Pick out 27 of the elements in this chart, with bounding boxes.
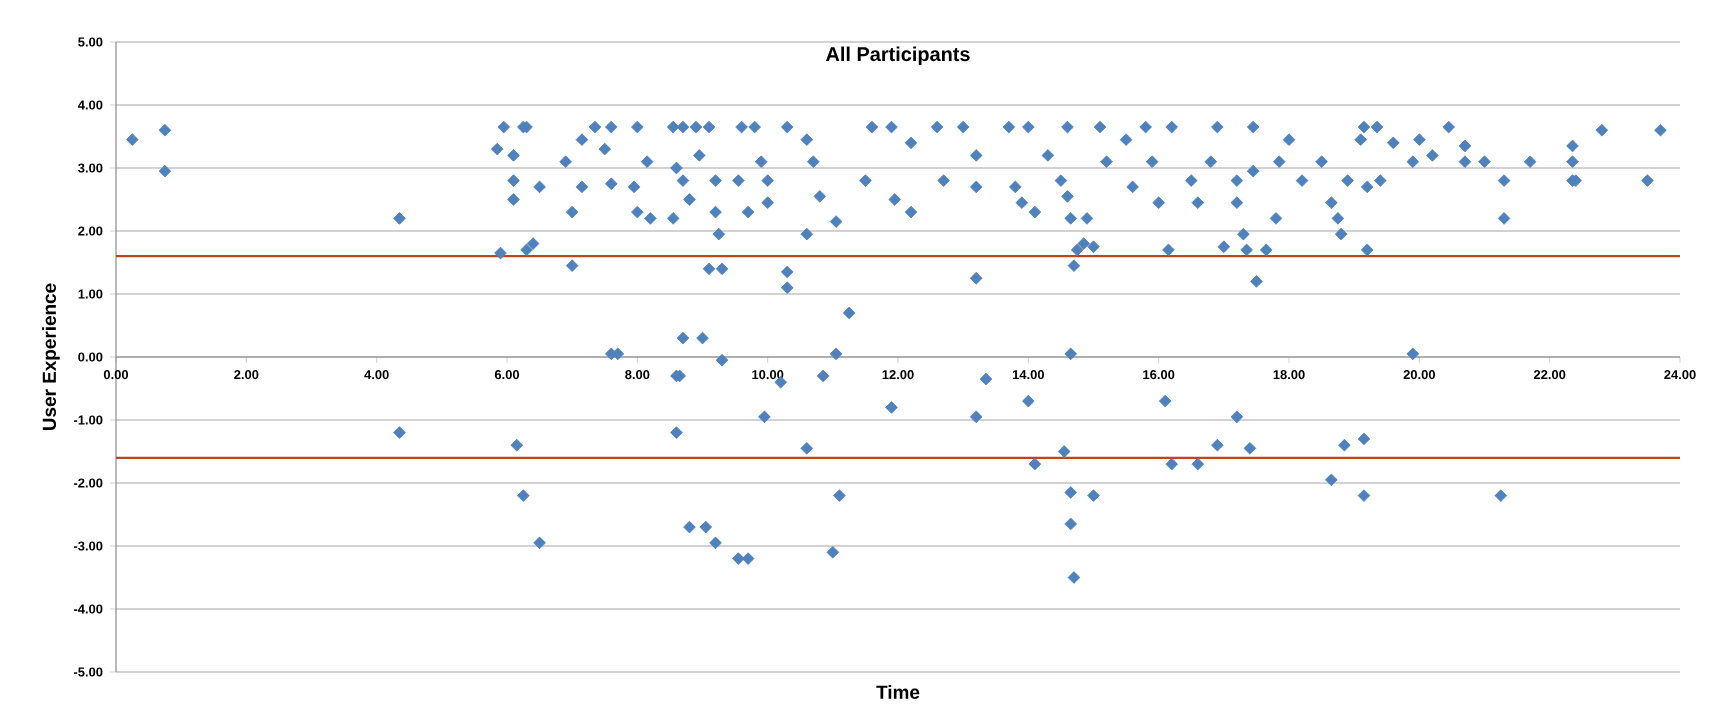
x-tick-label: 12.00 bbox=[882, 370, 914, 380]
x-tick-label: 18.00 bbox=[1273, 370, 1305, 380]
x-tick-label: 14.00 bbox=[1012, 370, 1044, 380]
y-axis-title: User Experience bbox=[42, 283, 60, 431]
y-tick-label: 3.00 bbox=[78, 163, 103, 173]
x-tick-label: 4.00 bbox=[364, 370, 389, 380]
x-axis-title: Time bbox=[876, 685, 920, 699]
y-tick-label: 4.00 bbox=[77, 100, 103, 110]
y-tick-label: 2.00 bbox=[78, 226, 103, 236]
y-tick-label: 0.00 bbox=[78, 352, 103, 362]
x-tick-label: 0.00 bbox=[103, 370, 129, 380]
y-tick-label: -3.00 bbox=[73, 541, 103, 551]
y-tick-label: -5.00 bbox=[73, 667, 103, 677]
x-tick-label: 8.00 bbox=[625, 370, 650, 380]
y-tick-label: -4.00 bbox=[73, 604, 103, 614]
x-tick-label: 20.00 bbox=[1403, 370, 1435, 380]
chart-title: All Participants bbox=[825, 46, 970, 66]
x-tick-label: 16.00 bbox=[1143, 370, 1175, 380]
x-tick-label: 2.00 bbox=[234, 370, 259, 380]
y-tick-label: 5.00 bbox=[78, 37, 103, 47]
y-tick-label: -2.00 bbox=[73, 478, 103, 488]
x-tick-label: 24.00 bbox=[1664, 370, 1696, 380]
x-tick-label: 22.00 bbox=[1533, 370, 1566, 380]
x-tick-label: 6.00 bbox=[494, 370, 520, 380]
y-tick-label: 1.00 bbox=[78, 289, 103, 299]
x-tick-label: 10.00 bbox=[752, 370, 784, 380]
y-tick-label: -1.00 bbox=[73, 415, 103, 425]
